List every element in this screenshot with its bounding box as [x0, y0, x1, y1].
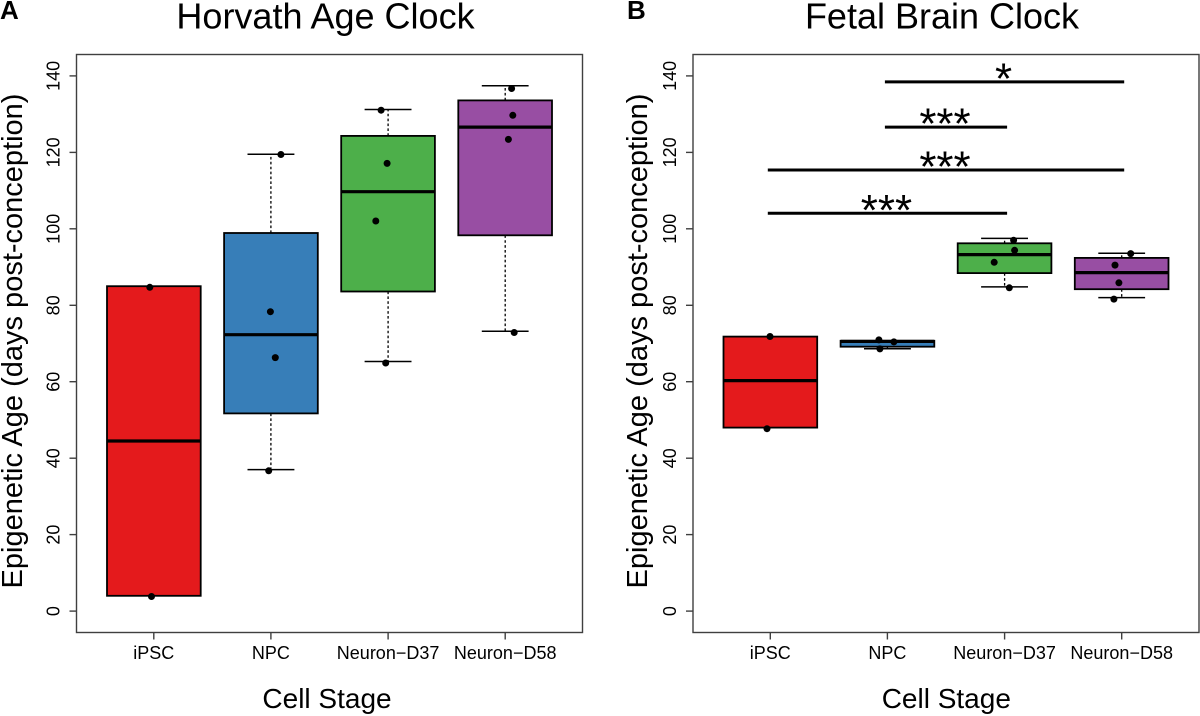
svg-text:140: 140	[660, 61, 680, 91]
svg-text:100: 100	[660, 214, 680, 244]
svg-text:Neuron−D58: Neuron−D58	[454, 643, 557, 663]
svg-text:NPC: NPC	[868, 643, 906, 663]
svg-text:***: ***	[919, 143, 970, 192]
svg-text:Cell Stage: Cell Stage	[262, 683, 391, 714]
svg-text:60: 60	[660, 372, 680, 392]
svg-text:***: ***	[861, 186, 912, 235]
svg-text:120: 120	[44, 137, 64, 167]
svg-text:120: 120	[660, 137, 680, 167]
svg-text:60: 60	[44, 372, 64, 392]
svg-text:80: 80	[660, 295, 680, 315]
svg-text:Neuron−D58: Neuron−D58	[1070, 643, 1173, 663]
svg-text:40: 40	[660, 448, 680, 468]
svg-text:***: ***	[919, 100, 970, 149]
svg-text:*: *	[995, 54, 1012, 103]
svg-text:Cell Stage: Cell Stage	[882, 683, 1011, 714]
svg-text:0: 0	[44, 606, 64, 616]
svg-text:20: 20	[660, 525, 680, 545]
svg-text:40: 40	[44, 448, 64, 468]
svg-text:140: 140	[44, 61, 64, 91]
svg-text:20: 20	[44, 525, 64, 545]
svg-text:0: 0	[660, 606, 680, 616]
svg-text:Epigenetic Age (days post-conc: Epigenetic Age (days post-conception)	[0, 94, 29, 589]
svg-text:iPSC: iPSC	[750, 643, 791, 663]
svg-text:Neuron−D37: Neuron−D37	[337, 643, 440, 663]
svg-text:Horvath Age Clock: Horvath Age Clock	[176, 0, 475, 37]
svg-text:NPC: NPC	[252, 643, 290, 663]
svg-text:A: A	[0, 0, 19, 25]
svg-text:iPSC: iPSC	[133, 643, 174, 663]
svg-text:Fetal Brain Clock: Fetal Brain Clock	[805, 0, 1080, 37]
svg-text:100: 100	[44, 214, 64, 244]
svg-text:Neuron−D37: Neuron−D37	[953, 643, 1056, 663]
svg-text:Epigenetic Age (days post-conc: Epigenetic Age (days post-conception)	[622, 94, 654, 589]
svg-text:80: 80	[44, 295, 64, 315]
svg-text:B: B	[627, 0, 646, 25]
